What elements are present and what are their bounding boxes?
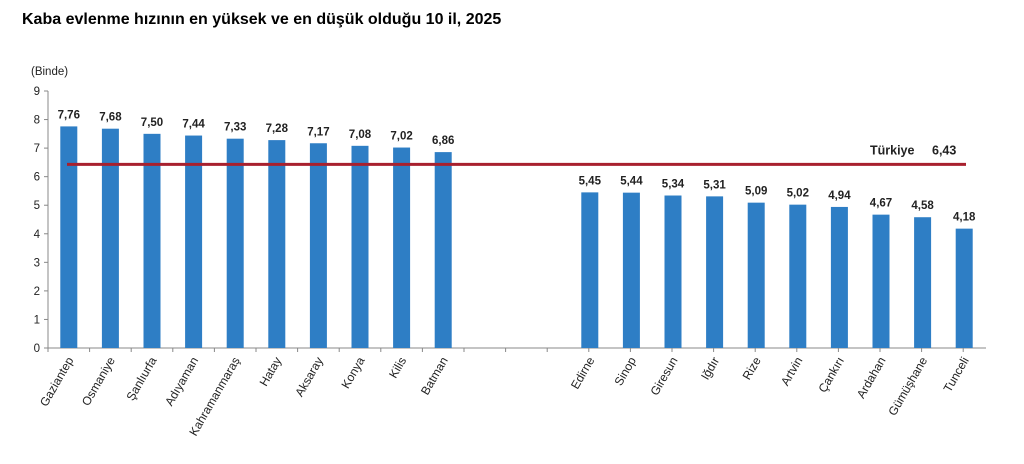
category-label: Rize <box>740 354 764 382</box>
category-label: Tunceli <box>941 355 972 395</box>
value-label: 7,76 <box>58 109 80 121</box>
chart-title: Kaba evlenme hızının en yüksek ve en düş… <box>22 11 502 28</box>
value-label: 4,67 <box>870 198 892 210</box>
category-label: Sinop <box>612 354 640 388</box>
bar <box>706 196 724 348</box>
category-label: Konya <box>338 354 367 391</box>
value-label: 7,08 <box>349 129 372 141</box>
bar <box>60 126 78 348</box>
y-tick-label: 9 <box>34 86 40 98</box>
value-label: 4,18 <box>953 212 976 224</box>
bar <box>226 138 244 348</box>
value-label: 5,02 <box>787 188 809 200</box>
y-tick-label: 5 <box>34 200 40 212</box>
category-label: Şanlıurfa <box>123 354 159 403</box>
y-tick-label: 8 <box>34 115 40 127</box>
category-label: Gümüşhane <box>885 354 930 418</box>
value-label: 5,31 <box>703 179 726 191</box>
y-tick-label: 7 <box>34 143 40 155</box>
category-label: Artvin <box>778 355 805 389</box>
category-label: Gaziantep <box>37 354 77 409</box>
category-label: Iğdır <box>698 355 722 383</box>
value-label: 4,94 <box>828 190 851 202</box>
bar <box>434 152 452 348</box>
value-label: 7,02 <box>390 131 412 143</box>
bar <box>581 192 599 348</box>
bar <box>872 214 890 348</box>
bar <box>393 147 411 348</box>
bar <box>622 192 640 348</box>
value-label: 7,28 <box>266 123 289 135</box>
y-tick-label: 2 <box>34 286 40 298</box>
y-tick-label: 3 <box>34 257 40 269</box>
value-label: 5,34 <box>662 179 685 191</box>
bars <box>60 126 973 348</box>
y-tick-label: 0 <box>34 343 40 355</box>
value-label: 5,44 <box>620 176 643 188</box>
bar <box>914 217 932 348</box>
reference-label: Türkiye <box>870 143 915 157</box>
category-label: Osmaniye <box>79 354 118 408</box>
bar <box>830 206 848 348</box>
value-label: 7,17 <box>307 126 329 138</box>
bar <box>955 228 973 348</box>
y-tick-label: 1 <box>34 314 40 326</box>
category-label: Aksaray <box>292 355 326 400</box>
value-label: 5,09 <box>745 186 767 198</box>
value-label: 7,68 <box>99 112 122 124</box>
bar <box>664 195 682 348</box>
value-label: 7,44 <box>182 119 205 131</box>
category-label: Batman <box>418 355 451 398</box>
category-label: Çankırı <box>816 355 847 396</box>
value-label: 6,86 <box>432 135 454 147</box>
bar <box>101 128 119 348</box>
value-label: 5,45 <box>579 175 602 187</box>
y-unit-label: (Binde) <box>31 66 68 78</box>
y-tick-label: 4 <box>34 229 41 241</box>
category-label: Kilis <box>386 355 409 381</box>
bar <box>351 145 369 348</box>
axes: 0 1 2 3 4 5 6 7 8 9 (Binde) <box>31 66 986 355</box>
bar <box>268 140 286 348</box>
category-label: Edirne <box>568 354 598 391</box>
category-label: Hatay <box>257 355 285 389</box>
bar <box>143 133 161 348</box>
bar <box>309 143 327 348</box>
y-tick-label: 6 <box>34 172 40 184</box>
category-label: Ardahan <box>854 355 889 401</box>
category-label: Adıyaman <box>162 355 201 409</box>
value-label: 7,33 <box>224 122 246 134</box>
value-label: 7,50 <box>141 117 163 129</box>
value-label: 4,58 <box>911 200 934 212</box>
category-label: Giresun <box>647 355 680 398</box>
bar <box>185 135 203 348</box>
bar <box>747 202 765 348</box>
bar <box>789 204 807 348</box>
reference-value-label: 6,43 <box>932 143 956 157</box>
